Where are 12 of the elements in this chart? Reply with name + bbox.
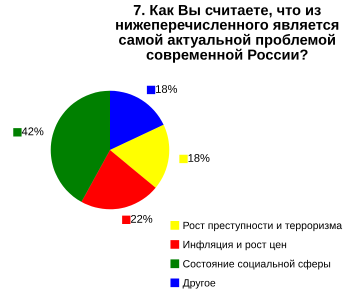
chart-title: 7. Как Вы считаете, что из нижеперечисленного является самой актуальной проблемой современной России? — [116, 5, 338, 63]
data-label: 22% — [130, 214, 152, 223]
legend-label: Рост преступности и терроризма — [183, 222, 342, 232]
legend-label: Другое — [182, 279, 216, 289]
data-label: 18% — [188, 154, 210, 162]
pie-slice — [50, 90, 110, 202]
legend-label: Состояние социальной сферы — [183, 260, 330, 270]
data-label: 42% — [22, 127, 44, 136]
legend-label: Инфляция и рост цен — [183, 240, 286, 250]
pie-slice — [110, 124, 170, 188]
pie-slice — [81, 150, 156, 210]
data-label: 18% — [156, 85, 178, 93]
